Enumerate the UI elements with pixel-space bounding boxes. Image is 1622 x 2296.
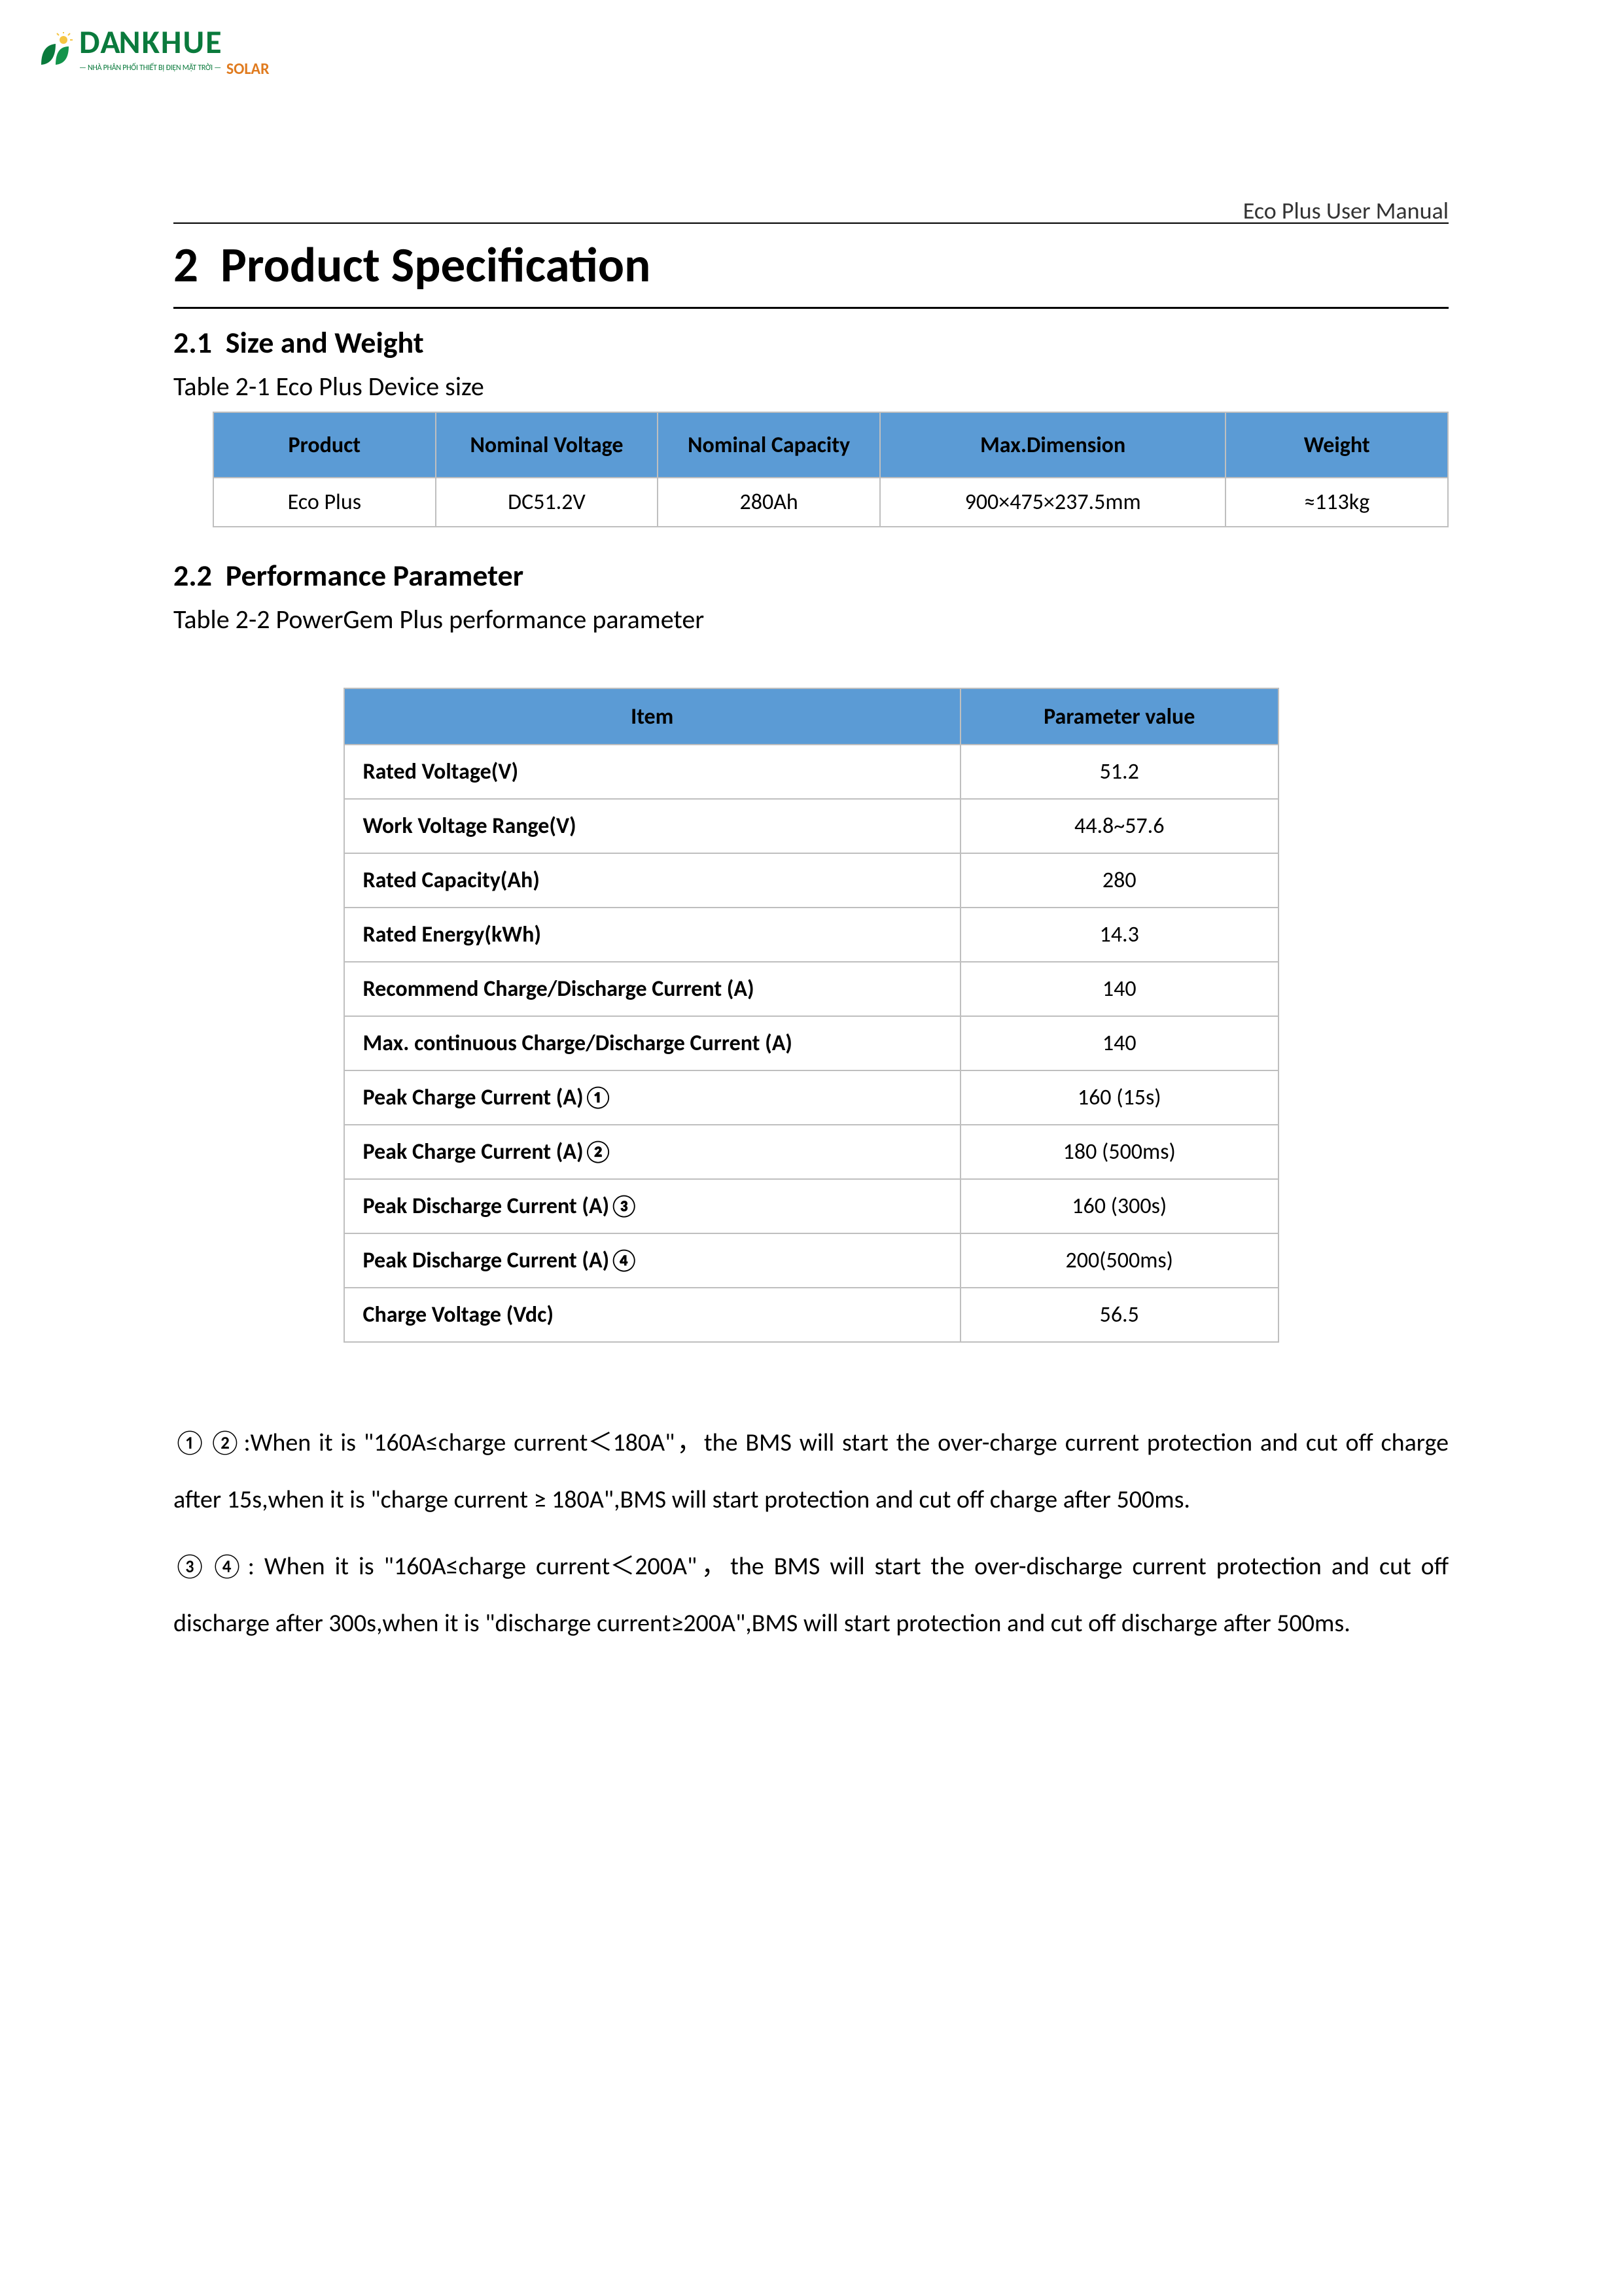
table-row: Rated Energy(kWh)14.3 [344, 908, 1278, 962]
table-header-cell: Nominal Capacity [658, 412, 880, 478]
table-row: Peak Charge Current (A)②180 (500ms) [344, 1125, 1278, 1179]
size-table: ProductNominal VoltageNominal CapacityMa… [213, 412, 1449, 527]
table-cell: ≈113kg [1225, 478, 1448, 527]
logo: DA NKHUE — NHÀ PHÂN PHỐI THIẾT BỊ ĐIỆN M… [36, 26, 270, 77]
perf-value-cell: 160 (15s) [961, 1070, 1278, 1125]
logo-brand-rest: NKHUE [119, 26, 223, 59]
table-row: Peak Charge Current (A)①160 (15s) [344, 1070, 1278, 1125]
logo-tagline: — NHÀ PHÂN PHỐI THIẾT BỊ ĐIỆN MẶT TRỜI — [79, 63, 221, 73]
table-body: Eco PlusDC51.2V280Ah900×475×237.5mm≈113k… [213, 478, 1448, 527]
table-header-row: ProductNominal VoltageNominal CapacityMa… [213, 412, 1448, 478]
perf-col-value: Parameter value [961, 688, 1278, 745]
table-header-cell: Max.Dimension [880, 412, 1225, 478]
perf-col-item: Item [344, 688, 961, 745]
sub2-number: 2.2 [173, 557, 212, 594]
subsection-2-2: 2.2 Performance Parameter [173, 557, 1449, 594]
perf-value-cell: 51.2 [961, 745, 1278, 799]
table-row: Peak Discharge Current (A)④200(500ms) [344, 1233, 1278, 1288]
table-row: Max. continuous Charge/Discharge Current… [344, 1016, 1278, 1070]
perf-item-cell: Recommend Charge/Discharge Current (A) [344, 962, 961, 1016]
perf-value-cell: 200(500ms) [961, 1233, 1278, 1288]
performance-table: Item Parameter value Rated Voltage(V)51.… [344, 688, 1279, 1343]
table-cell: DC51.2V [436, 478, 658, 527]
perf-value-cell: 160 (300s) [961, 1179, 1278, 1233]
content-area: 2 Product Specification 2.1 Size and Wei… [173, 222, 1449, 1662]
table-2-2-caption: Table 2-2 PowerGem Plus performance para… [173, 603, 1449, 635]
table-row: Charge Voltage (Vdc)56.5 [344, 1288, 1278, 1342]
perf-item-cell: Peak Discharge Current (A)④ [344, 1233, 961, 1288]
perf-value-cell: 14.3 [961, 908, 1278, 962]
table-cell: Eco Plus [213, 478, 436, 527]
logo-mark [36, 32, 75, 71]
perf-value-cell: 180 (500ms) [961, 1125, 1278, 1179]
subsection-2-1: 2.1 Size and Weight [173, 325, 1449, 361]
section-number: 2 [173, 236, 198, 295]
logo-text-block: DA NKHUE — NHÀ PHÂN PHỐI THIẾT BỊ ĐIỆN M… [79, 26, 270, 77]
table-row: Eco PlusDC51.2V280Ah900×475×237.5mm≈113k… [213, 478, 1448, 527]
perf-item-cell: Work Voltage Range(V) [344, 799, 961, 853]
divider-under-title [173, 307, 1449, 309]
table-body: Rated Voltage(V)51.2Work Voltage Range(V… [344, 745, 1278, 1342]
perf-item-cell: Charge Voltage (Vdc) [344, 1288, 961, 1342]
note-1: ①②:When it is "160A≤charge current＜180A"… [173, 1415, 1449, 1529]
perf-value-cell: 280 [961, 853, 1278, 908]
table-cell: 900×475×237.5mm [880, 478, 1225, 527]
table-header-row: Item Parameter value [344, 688, 1278, 745]
sub1-number: 2.1 [173, 325, 212, 361]
table-row: Rated Capacity(Ah)280 [344, 853, 1278, 908]
leaf-sun-icon [36, 32, 75, 68]
logo-brand-first: DA [79, 26, 122, 59]
table-row: Work Voltage Range(V)44.8~57.6 [344, 799, 1278, 853]
perf-item-cell: Rated Voltage(V) [344, 745, 961, 799]
table-header-cell: Product [213, 412, 436, 478]
perf-value-cell: 44.8~57.6 [961, 799, 1278, 853]
table-cell: 280Ah [658, 478, 880, 527]
perf-item-cell: Rated Energy(kWh) [344, 908, 961, 962]
table-header-cell: Nominal Voltage [436, 412, 658, 478]
perf-value-cell: 140 [961, 1016, 1278, 1070]
section-title: 2 Product Specification [173, 236, 1449, 295]
perf-value-cell: 56.5 [961, 1288, 1278, 1342]
logo-sub: SOLAR [226, 62, 270, 77]
page: DA NKHUE — NHÀ PHÂN PHỐI THIẾT BỊ ĐIỆN M… [0, 0, 1622, 2296]
divider-top [173, 222, 1449, 224]
table-row: Rated Voltage(V)51.2 [344, 745, 1278, 799]
table-row: Peak Discharge Current (A)③160 (300s) [344, 1179, 1278, 1233]
sub2-title: Performance Parameter [226, 557, 523, 594]
perf-item-cell: Peak Charge Current (A)② [344, 1125, 961, 1179]
section-name: Product Specification [220, 236, 650, 295]
table-header-cell: Weight [1225, 412, 1448, 478]
perf-item-cell: Peak Charge Current (A)① [344, 1070, 961, 1125]
table-2-1-caption: Table 2-1 Eco Plus Device size [173, 370, 1449, 402]
note-2: ③④: When it is "160A≤charge current＜200A… [173, 1538, 1449, 1653]
perf-item-cell: Max. continuous Charge/Discharge Current… [344, 1016, 961, 1070]
perf-item-cell: Peak Discharge Current (A)③ [344, 1179, 961, 1233]
perf-value-cell: 140 [961, 962, 1278, 1016]
table-row: Recommend Charge/Discharge Current (A)14… [344, 962, 1278, 1016]
footnotes: ①②:When it is "160A≤charge current＜180A"… [173, 1415, 1449, 1653]
perf-item-cell: Rated Capacity(Ah) [344, 853, 961, 908]
sub1-title: Size and Weight [226, 325, 424, 361]
header-doc-title: Eco Plus User Manual [1243, 196, 1449, 225]
